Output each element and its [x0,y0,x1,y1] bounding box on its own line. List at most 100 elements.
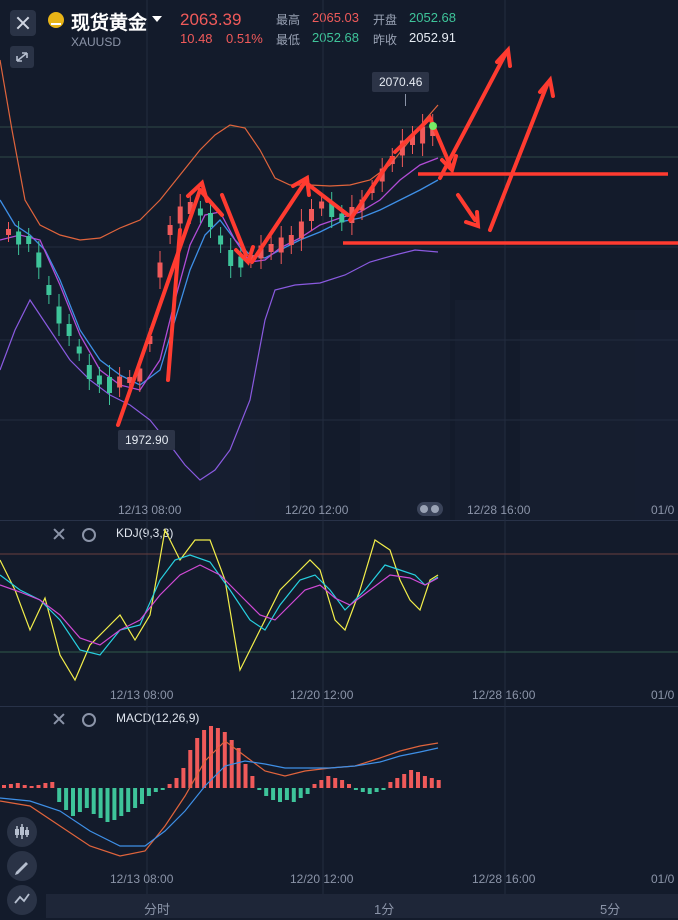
main-price-chart[interactable] [0,0,678,520]
price-change: 10.48 [180,31,213,46]
macd-bar [271,788,276,800]
candle-body [339,213,345,223]
candle-body [218,235,224,245]
macd-bar [250,776,255,788]
pan-handle[interactable] [417,502,443,516]
macd-bar [416,772,420,788]
macd-chart[interactable] [0,706,678,894]
macd-bar [146,788,151,796]
macd-bar [112,788,117,820]
high-label: 最高 [276,13,301,27]
macd-bar [340,780,345,788]
panel-divider [0,520,678,521]
macd-bar [29,786,34,788]
candle-body [430,124,436,136]
candle-body [107,377,112,393]
macd-bar [333,778,338,788]
x-tick: 12/13 08:00 [118,503,182,517]
candle-body [96,375,102,385]
candle-body [76,346,82,354]
high-marker-stem [405,94,406,106]
candle-body [36,252,42,268]
macd-bar [77,788,82,812]
macd-bar [140,788,144,804]
macd-bar [105,788,110,822]
candlestick-icon[interactable] [7,817,37,847]
macd-bar [222,732,227,788]
indicator-icon[interactable] [7,885,37,915]
candle-body [208,213,213,227]
kdj-label: KDJ(9,3,3) [116,526,174,540]
candle-body [278,237,284,253]
chart-grid [0,0,678,520]
macd-bar [71,788,75,816]
x-tick: 12/28 16:00 [467,503,531,517]
gear-icon[interactable] [82,528,96,542]
kdj-k-line [0,554,439,656]
macd-bar [119,788,124,816]
macd-bar [15,783,20,788]
kdj-chart[interactable] [0,520,678,706]
macd-bar [126,788,131,812]
candle-body [127,377,133,383]
macd-bar [381,788,386,790]
pencil-icon[interactable] [7,851,37,881]
macd-bar [174,778,179,788]
macd-bar [291,788,296,802]
x-tick: 12/20 12:00 [290,688,354,702]
candle-body [26,236,32,244]
macd-bar [215,728,220,788]
macd-bar [353,788,358,790]
high-marker: 2070.46 [372,72,430,92]
macd-bar [326,776,331,788]
macd-bar [388,782,393,788]
candle-body [157,262,163,278]
high-value: 2065.03 [312,10,359,25]
macd-bar [22,785,27,788]
macd-bar [209,726,213,788]
candle-body [46,285,52,295]
macd-bar [84,788,89,808]
macd-bar [429,778,434,788]
macd-bar [284,788,289,800]
candle-body [238,256,244,268]
macd-bar [43,783,48,788]
instrument-title[interactable]: 现货黄金 [71,13,148,34]
macd-label: MACD(12,26,9) [116,711,200,725]
tab-5min[interactable]: 5分 [600,902,621,917]
open-value: 2052.68 [409,10,456,25]
macd-bar [305,788,310,794]
x-tick: 12/28 16:00 [472,872,536,886]
macd-bar [98,788,103,818]
chart-header: 现货黄金 XAUUSD 2063.39 10.48 0.51% 最高 2065.… [0,0,678,68]
macd-dif-line [0,740,439,857]
candle-body [86,365,92,379]
macd-bar [167,784,172,788]
macd-dea-line [0,747,439,847]
macd-bar [409,770,414,788]
macd-bar [2,785,6,788]
close-icon[interactable] [10,10,36,36]
expand-icon[interactable] [10,46,34,68]
timeframe-bar [46,894,678,918]
macd-bar [181,768,186,788]
kdj-j-line [0,528,439,682]
candle-body [319,201,325,209]
tab-1min[interactable]: 1分 [374,902,395,917]
macd-bar [264,788,269,796]
x-tick: 12/13 08:00 [110,872,174,886]
macd-bar [236,748,241,788]
macd-bar [402,774,407,788]
tab-timeshare[interactable]: 分时 [144,902,171,917]
candle-body [137,368,143,382]
chevron-down-icon[interactable] [152,16,162,22]
kdj-d-line [0,564,439,646]
candle-body [309,209,314,221]
macd-bar [202,730,207,788]
macd-bar [298,788,303,798]
macd-bar [195,738,200,788]
candle-body [6,229,11,235]
gear-icon[interactable] [82,713,96,727]
macd-bar [91,788,96,814]
macd-bar [8,784,13,788]
